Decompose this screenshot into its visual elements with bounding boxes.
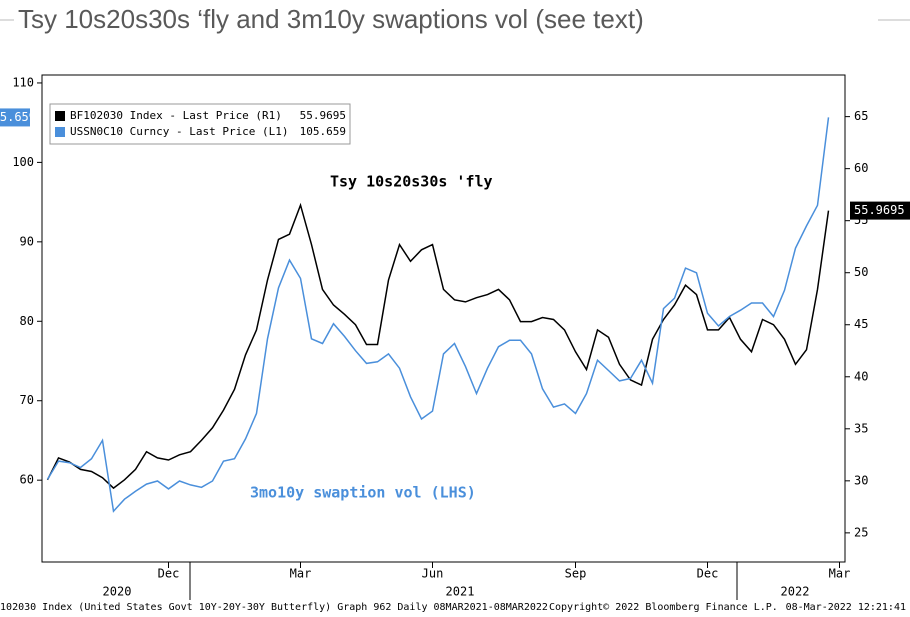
y2-tick-label: 45: [854, 317, 868, 331]
legend-value: 55.9695: [300, 109, 346, 122]
y-tick-label: 90: [20, 234, 34, 248]
annotation: Tsy 10s20s30s 'fly: [330, 173, 493, 191]
y-tick-label: 60: [20, 473, 34, 487]
y-tick-label: 80: [20, 314, 34, 328]
y2-tick-label: 35: [854, 421, 868, 435]
footer-source: BF102030 Index (United States Govt 10Y-2…: [0, 602, 548, 613]
y-tick-label: 110: [12, 75, 34, 89]
x-tick-label: Sep: [565, 567, 587, 581]
x-year-label: 2022: [781, 585, 810, 599]
last-value-box: [0, 108, 30, 127]
legend-box: [49, 103, 351, 145]
x-tick-label: Dec: [697, 567, 719, 581]
y-tick-label: 70: [20, 393, 34, 407]
chart-title: Tsy 10s20s30s ‘fly and 3m10y swaptions v…: [18, 4, 644, 34]
x-tick-label: Mar: [290, 567, 312, 581]
legend-swatch: [55, 127, 65, 137]
y2-tick-label: 50: [854, 265, 868, 279]
x-tick-label: Jun: [422, 567, 444, 581]
legend-swatch: [55, 111, 65, 121]
series-line: [46, 117, 830, 513]
y2-tick-label: 30: [854, 473, 868, 487]
y-tick-label: 100: [12, 155, 34, 169]
series-line: [46, 202, 830, 490]
legend-label: USSN0C10 Curncy - Last Price (L1): [70, 125, 289, 138]
y2-tick-label: 65: [854, 109, 868, 123]
legend-value: 105.659: [300, 125, 346, 138]
footer-copyright: Copyright© 2022 Bloomberg Finance L.P.: [549, 602, 778, 613]
x-tick-label: Dec: [158, 567, 180, 581]
last-value-label: 55.9695: [854, 203, 905, 217]
legend-label: BF102030 Index - Last Price (R1): [70, 109, 282, 122]
annotation: 3mo10y swaption vol (LHS): [250, 484, 476, 502]
x-year-label: 2020: [103, 585, 132, 599]
last-value-box: [850, 201, 910, 220]
x-tick-label: Mar: [829, 567, 851, 581]
plot-frame: [41, 74, 846, 563]
y2-tick-label: 25: [854, 525, 868, 539]
x-year-label: 2021: [446, 585, 475, 599]
footer-date: 08-Mar-2022 12:21:41: [786, 602, 906, 613]
y2-tick-label: 60: [854, 161, 868, 175]
y2-tick-label: 40: [854, 369, 868, 383]
last-value-label: 105.659: [0, 110, 36, 124]
